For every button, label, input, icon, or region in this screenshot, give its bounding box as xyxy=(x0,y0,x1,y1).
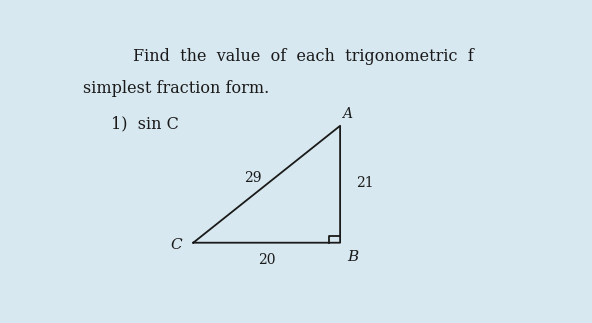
Text: 20: 20 xyxy=(258,253,275,267)
Text: A: A xyxy=(342,107,352,121)
Text: 21: 21 xyxy=(356,176,374,190)
Text: 29: 29 xyxy=(244,171,262,185)
Text: C: C xyxy=(170,238,182,252)
Text: Find  the  value  of  each  trigonometric  f: Find the value of each trigonometric f xyxy=(133,48,474,65)
Text: B: B xyxy=(347,250,358,264)
Text: 1)  sin C: 1) sin C xyxy=(111,115,179,132)
Text: simplest fraction form.: simplest fraction form. xyxy=(83,80,269,98)
